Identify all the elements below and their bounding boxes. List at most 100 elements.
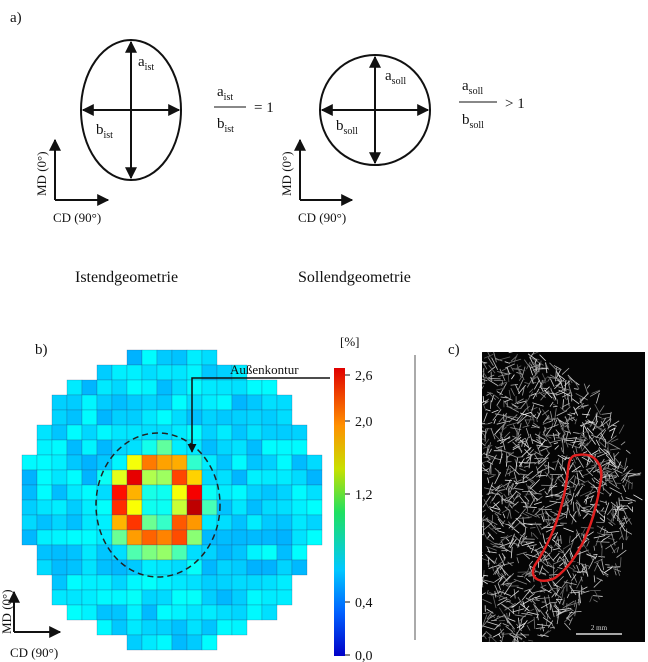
heat-cell (52, 545, 67, 560)
heat-cell (97, 380, 112, 395)
heat-cell (277, 485, 292, 500)
heat-cell (307, 530, 322, 545)
heat-cell (67, 470, 82, 485)
heat-cell (187, 545, 202, 560)
heat-cell (172, 380, 187, 395)
colorbar-tick-label: 2,0 (355, 415, 373, 430)
heat-cell (82, 515, 97, 530)
fraction-den: bist (217, 116, 234, 135)
heat-cell (247, 380, 262, 395)
cd-label: CD (90°) (298, 210, 346, 225)
fiber (509, 643, 514, 645)
fiber (484, 646, 491, 648)
heat-cell (127, 350, 142, 365)
heat-cell (262, 455, 277, 470)
fraction-den: bsoll (462, 112, 484, 131)
heat-cell (112, 365, 127, 380)
heat-cell (187, 500, 202, 515)
heat-cell (217, 530, 232, 545)
heat-cell (172, 620, 187, 635)
heat-cell (97, 590, 112, 605)
colorbar-tick-label: 1,2 (355, 488, 373, 503)
heat-cell (187, 380, 202, 395)
heat-cell (292, 530, 307, 545)
relation: = 1 (254, 100, 274, 116)
heat-cell (127, 395, 142, 410)
heat-cell (262, 485, 277, 500)
heat-cell (157, 620, 172, 635)
heat-cell (202, 380, 217, 395)
heat-cell (142, 350, 157, 365)
heat-cell (247, 425, 262, 440)
heat-cell (157, 605, 172, 620)
heat-cell (142, 575, 157, 590)
heatmap (22, 350, 322, 650)
heat-cell (202, 590, 217, 605)
heat-cell (172, 455, 187, 470)
heat-cell (172, 605, 187, 620)
fiber (531, 427, 540, 428)
heat-cell (247, 530, 262, 545)
heat-cell (217, 605, 232, 620)
fraction-num: asoll (462, 78, 483, 97)
heat-cell (232, 560, 247, 575)
heat-cell (67, 515, 82, 530)
heat-cell (277, 425, 292, 440)
heat-cell (202, 620, 217, 635)
heat-cell (277, 560, 292, 575)
heat-cell (127, 620, 142, 635)
heat-cell (112, 590, 127, 605)
colorbar-tick-label: 0,4 (355, 596, 373, 611)
heat-cell (112, 620, 127, 635)
annotation: Außenkontur (230, 362, 299, 377)
heat-cell (22, 470, 37, 485)
heat-cell (247, 455, 262, 470)
heat-cell (82, 605, 97, 620)
heat-cell (97, 575, 112, 590)
heat-cell (292, 545, 307, 560)
heat-cell (82, 485, 97, 500)
heat-cell (142, 545, 157, 560)
heat-cell (127, 410, 142, 425)
heat-cell (22, 485, 37, 500)
heat-cell (127, 515, 142, 530)
heat-cell (157, 560, 172, 575)
heat-cell (172, 425, 187, 440)
heat-cell (157, 515, 172, 530)
fiber (487, 646, 490, 657)
heat-cell (67, 605, 82, 620)
heat-cell (52, 560, 67, 575)
heat-cell (247, 485, 262, 500)
heat-cell (82, 530, 97, 545)
heat-cell (127, 470, 142, 485)
heat-cell (172, 485, 187, 500)
heat-cell (112, 575, 127, 590)
fiber (475, 338, 486, 346)
heat-cell (67, 590, 82, 605)
heat-cell (172, 590, 187, 605)
heat-cell (292, 500, 307, 515)
heat-cell (22, 455, 37, 470)
heat-cell (172, 395, 187, 410)
heat-cell (157, 410, 172, 425)
colorbar-tick-label: 0,0 (355, 649, 373, 662)
colorbar-unit: [%] (340, 334, 360, 349)
heat-cell (202, 425, 217, 440)
heat-cell (232, 575, 247, 590)
heat-cell (157, 395, 172, 410)
fiber (516, 643, 519, 655)
heat-cell (307, 455, 322, 470)
heat-cell (142, 605, 157, 620)
fiber (532, 383, 536, 384)
heat-cell (292, 470, 307, 485)
heat-cell (232, 500, 247, 515)
heat-cell (127, 455, 142, 470)
heat-cell (217, 410, 232, 425)
colorbar-tick-label: 2,6 (355, 369, 373, 384)
heat-cell (202, 605, 217, 620)
heat-cell (187, 575, 202, 590)
md-label: MD (0°) (34, 151, 49, 196)
heat-cell (217, 440, 232, 455)
heat-cell (217, 395, 232, 410)
heat-cell (52, 515, 67, 530)
